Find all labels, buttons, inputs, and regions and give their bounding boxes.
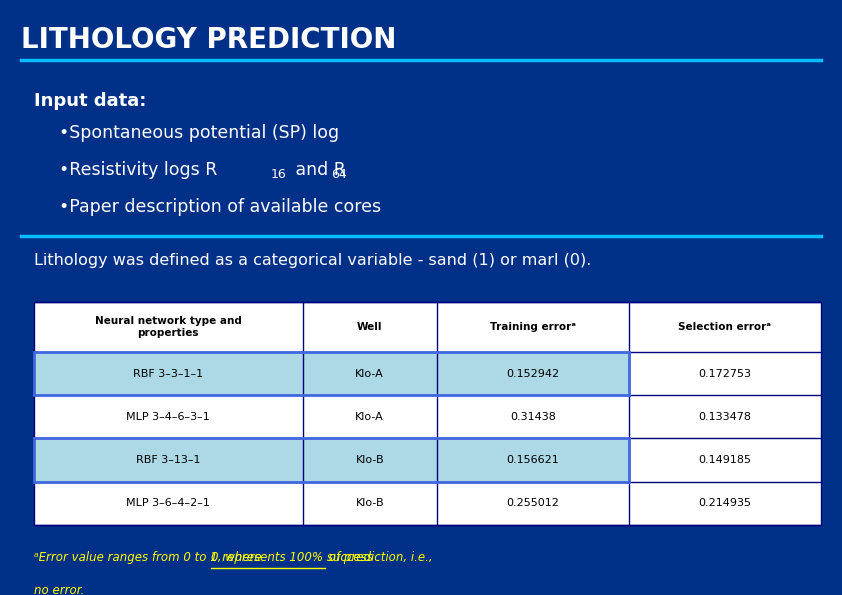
Text: 0 represents 100% success: 0 represents 100% success — [211, 550, 373, 563]
Text: and R: and R — [290, 161, 346, 179]
Text: 16: 16 — [270, 168, 286, 181]
Text: 0.172753: 0.172753 — [699, 369, 751, 379]
Text: Lithology was defined as a categorical variable - sand (1) or marl (0).: Lithology was defined as a categorical v… — [34, 253, 591, 268]
Text: MLP 3–4–6–3–1: MLP 3–4–6–3–1 — [126, 412, 210, 422]
Text: ᵃError value ranges from 0 to 1, where: ᵃError value ranges from 0 to 1, where — [34, 550, 265, 563]
Text: Neural network type and
properties: Neural network type and properties — [94, 316, 242, 338]
Text: no error.: no error. — [34, 584, 84, 595]
Text: LITHOLOGY PREDICTION: LITHOLOGY PREDICTION — [21, 26, 397, 54]
Text: 0.255012: 0.255012 — [507, 498, 559, 508]
Text: Training errorᵃ: Training errorᵃ — [490, 322, 576, 332]
FancyBboxPatch shape — [34, 439, 629, 481]
Text: •Spontaneous potential (SP) log: •Spontaneous potential (SP) log — [59, 124, 339, 142]
Text: •Paper description of available cores: •Paper description of available cores — [59, 198, 381, 216]
Text: Selection errorᵃ: Selection errorᵃ — [679, 322, 771, 332]
Text: Klo-A: Klo-A — [355, 412, 384, 422]
Text: 64: 64 — [331, 168, 347, 181]
FancyBboxPatch shape — [34, 352, 629, 395]
Text: Input data:: Input data: — [34, 92, 146, 110]
Text: Well: Well — [357, 322, 382, 332]
Text: 0.156621: 0.156621 — [507, 455, 559, 465]
Text: RBF 3–3–1–1: RBF 3–3–1–1 — [133, 369, 203, 379]
Text: •Resistivity logs R: •Resistivity logs R — [59, 161, 217, 179]
Text: 0.152942: 0.152942 — [506, 369, 559, 379]
Text: 0.31438: 0.31438 — [510, 412, 556, 422]
Text: 0.149185: 0.149185 — [699, 455, 751, 465]
Text: RBF 3–13–1: RBF 3–13–1 — [136, 455, 200, 465]
Text: Klo-B: Klo-B — [355, 498, 384, 508]
Text: Klo-B: Klo-B — [355, 455, 384, 465]
FancyBboxPatch shape — [34, 302, 821, 525]
Text: Klo-A: Klo-A — [355, 369, 384, 379]
Text: of prediction, i.e.,: of prediction, i.e., — [325, 550, 432, 563]
Text: MLP 3–6–4–2–1: MLP 3–6–4–2–1 — [126, 498, 210, 508]
Text: 0.133478: 0.133478 — [699, 412, 751, 422]
Text: 0.214935: 0.214935 — [699, 498, 751, 508]
